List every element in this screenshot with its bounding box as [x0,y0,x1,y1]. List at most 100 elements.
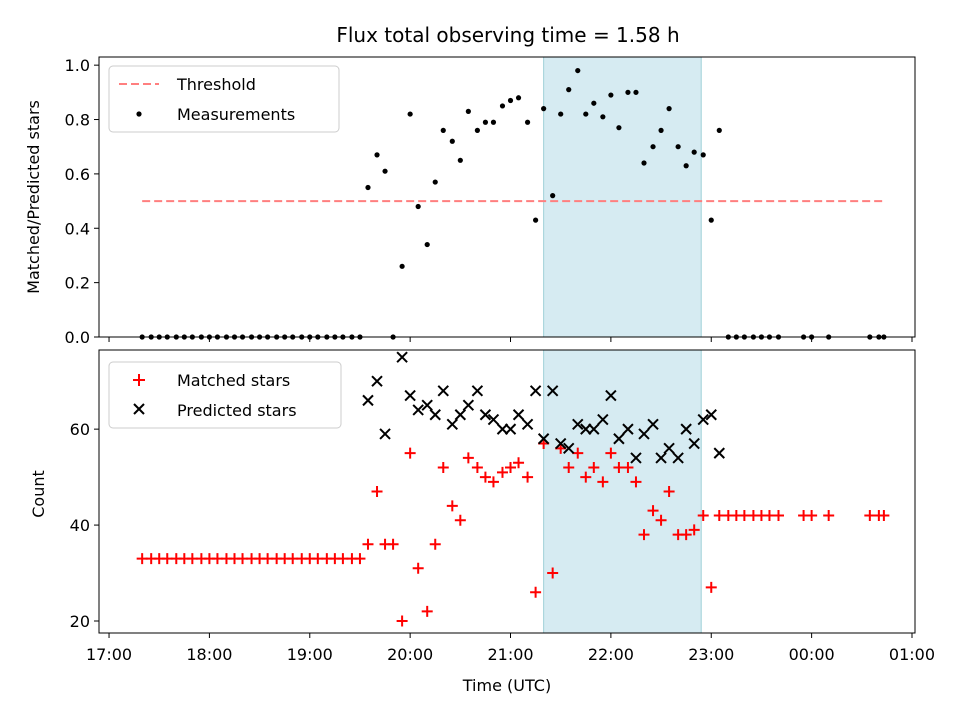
predicted-star-point [487,413,500,426]
legend-threshold-label: Threshold [176,75,256,94]
matched-star-point [655,514,667,526]
matched-star-point [387,538,399,550]
measurement-point [524,119,531,125]
measurement-point [633,89,639,95]
matched-star-point [547,567,559,579]
matched-star-point [513,457,525,469]
legend-matched-label: Matched stars [177,371,290,390]
measurement-point [575,67,581,74]
measurement-point [382,168,388,174]
predicted-star-point [429,409,441,421]
measurement-point [499,103,506,109]
bottom-panel: 20 40 60 17:00 18:00 19:00 20:00 21:00 22:00 23:… [29,349,935,695]
legend-predicted-swatch [133,403,145,415]
predicted-star-point [680,423,692,435]
measurement-point [683,163,689,169]
predicted-star-point [647,418,659,431]
predicted-star-point [563,442,575,455]
predicted-star-point [362,394,374,407]
matched-star-point [371,486,383,497]
predicted-star-point [613,433,625,445]
top-panel: 0.0 0.2 0.4 0.6 0.8 1.0 Matched/Predicted sta… [24,56,916,347]
predicted-star-point [462,399,475,411]
matched-star-point [563,462,575,474]
predicted-star-point [512,409,525,421]
bottom-xtick-label: 21:00 [487,645,533,664]
measurement-point [432,179,438,185]
measurement-point [365,184,371,191]
matched-star-point [605,447,617,459]
predicted-star-point [537,433,550,445]
measurement-point [700,152,706,158]
matched-star-point [487,476,499,488]
predicted-star-point [471,385,484,397]
matched-stars-points [136,438,890,627]
predicted-star-point [504,423,517,435]
bottom-x-ticks: 17:00 18:00 19:00 20:00 21:00 22:00 23:00 00:00… [86,633,935,664]
matched-star-point [878,509,890,521]
matched-star-point [522,471,534,483]
matched-star-point [663,486,675,497]
bottom-legend-box [108,361,342,429]
measurement-points [139,67,887,340]
measurement-point [666,106,672,112]
measurement-point [374,152,380,158]
top-y-axis-label: Matched/Predicted stars [24,100,43,294]
matched-star-point [462,452,474,464]
top-highlight-span [543,56,702,338]
predicted-star-point [546,385,559,397]
bottom-ytick-label: 20 [70,612,90,631]
predicted-star-point [479,409,492,421]
top-legend: Threshold Measurements [108,65,340,133]
predicted-star-point [446,418,459,431]
top-ytick-label: 1.0 [65,56,90,75]
matched-star-point [580,471,592,483]
measurement-point [407,111,413,117]
measurement-point [650,144,656,150]
measurement-point [608,92,614,98]
measurement-point [533,217,539,223]
bottom-highlight-span [543,349,702,634]
measurement-point [449,138,455,144]
measurement-point [415,203,421,210]
legend-predicted-label: Predicted stars [177,401,297,420]
bottom-ytick-label: 40 [70,516,90,535]
measurement-point [591,100,597,106]
top-y-ticks: 0.0 0.2 0.4 0.6 0.8 1.0 [65,56,99,347]
predicted-star-point [663,442,675,455]
predicted-star-point [371,375,383,387]
matched-star-point [806,509,818,521]
matched-star-point [354,553,366,565]
measurement-point [583,111,589,117]
measurement-point [457,157,463,163]
top-ytick-label: 0.6 [65,165,90,184]
matched-star-point [412,562,424,574]
bottom-legend: Matched stars Predicted stars [108,361,342,429]
top-ytick-label: 0.4 [65,219,90,238]
matched-star-point [647,505,659,517]
measurement-point [482,119,489,125]
predicted-star-point [412,404,424,416]
matched-star-point [396,615,408,627]
matched-star-point [622,462,634,474]
legend-matched-swatch [133,374,145,386]
predicted-star-point [588,423,600,435]
measurement-point [465,108,471,114]
predicted-star-point [630,452,642,464]
matched-star-point [680,529,692,541]
predicted-star-point [572,418,584,431]
bottom-xtick-label: 20:00 [387,645,433,664]
predicted-star-point [713,447,725,459]
matched-star-point [479,471,491,483]
matched-star-point [505,462,517,474]
measurement-point [507,97,514,104]
matched-star-point [362,538,374,550]
measurement-point [675,144,681,150]
measurement-point [708,217,714,223]
measurement-point [440,127,446,133]
measurement-point [600,114,606,120]
predicted-star-point [454,409,467,421]
predicted-star-point [622,423,634,435]
predicted-star-point [672,452,684,464]
